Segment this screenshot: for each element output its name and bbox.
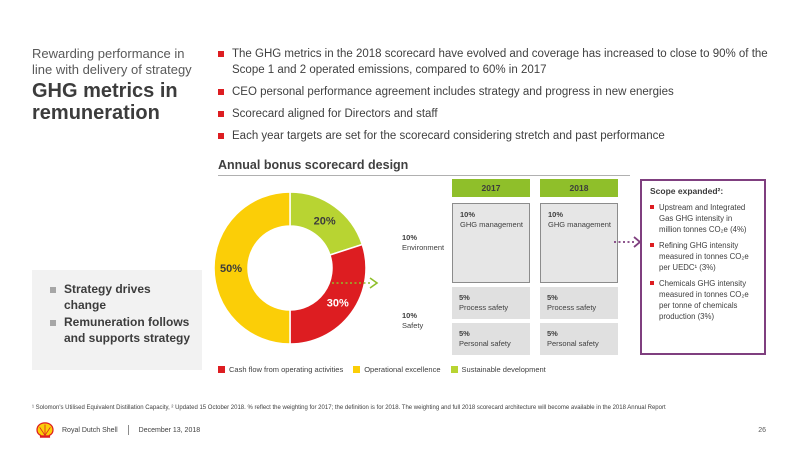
key-point-text: Scorecard aligned for Directors and staf… bbox=[232, 108, 438, 120]
key-points-list: The GHG metrics in the 2018 scorecard ha… bbox=[218, 46, 778, 150]
page-number: 26 bbox=[758, 426, 766, 434]
cell-2018-process-safety: 5% Process safety bbox=[540, 287, 618, 319]
cell-label: GHG management bbox=[548, 220, 611, 229]
slide-footer: Royal Dutch Shell December 13, 2018 26 bbox=[36, 420, 766, 440]
scope-item-text: Refining GHG intensity measured in tonne… bbox=[659, 241, 749, 272]
scope-item: Refining GHG intensity measured in tonne… bbox=[650, 240, 756, 273]
key-point: Scorecard aligned for Directors and staf… bbox=[218, 106, 778, 122]
legend-label: Operational excellence bbox=[364, 365, 441, 374]
dotted-arrow-icon bbox=[614, 236, 642, 248]
donut-slice-label: 30% bbox=[327, 298, 349, 310]
scope-item: Upstream and Integrated Gas GHG intensit… bbox=[650, 202, 756, 235]
bullet-square-icon bbox=[650, 205, 654, 209]
key-point-text: Each year targets are set for the scorec… bbox=[232, 130, 665, 142]
takeaway-text: Remuneration follows and supports strate… bbox=[64, 315, 191, 345]
cell-2017-personal-safety: 5% Personal safety bbox=[452, 323, 530, 355]
weight-pct: 10% bbox=[402, 233, 418, 242]
chart-legend: Cash flow from operating activities Oper… bbox=[218, 365, 546, 374]
bullet-square-icon bbox=[218, 89, 224, 95]
legend-swatch bbox=[353, 366, 361, 373]
legend-swatch bbox=[218, 366, 225, 373]
footer-company: Royal Dutch Shell bbox=[62, 426, 118, 434]
bullet-square-icon bbox=[218, 133, 224, 139]
key-point: Each year targets are set for the scorec… bbox=[218, 128, 778, 144]
bullet-square-icon bbox=[650, 243, 654, 247]
legend-item: Operational excellence bbox=[353, 365, 441, 374]
scope-list: Upstream and Integrated Gas GHG intensit… bbox=[650, 202, 756, 322]
key-point: The GHG metrics in the 2018 scorecard ha… bbox=[218, 46, 778, 78]
scope-title: Scope expanded²: bbox=[650, 186, 724, 196]
weight-label: Environment bbox=[402, 243, 445, 252]
scope-item: Chemicals GHG intensity measured in tonn… bbox=[650, 278, 756, 322]
bullet-square-icon bbox=[50, 287, 56, 293]
cell-label: Process safety bbox=[547, 303, 597, 312]
cell-2017-ghg: 10% GHG management bbox=[452, 203, 530, 283]
donut-slice-label: 20% bbox=[314, 215, 336, 227]
cell-pct: 5% bbox=[547, 329, 558, 338]
takeaway-item: Strategy drives change bbox=[50, 282, 194, 313]
cell-2017-process-safety: 5% Process safety bbox=[452, 287, 530, 319]
cell-pct: 5% bbox=[547, 293, 558, 302]
cell-pct: 5% bbox=[459, 329, 470, 338]
takeaway-box: Strategy drives change Remuneration foll… bbox=[32, 270, 202, 370]
legend-swatch bbox=[450, 366, 458, 373]
cell-2018-personal-safety: 5% Personal safety bbox=[540, 323, 618, 355]
takeaway-text: Strategy drives change bbox=[64, 282, 151, 312]
legend-label: Cash flow from operating activities bbox=[229, 365, 344, 374]
scorecard-donut-chart: 20% 30% 50% bbox=[213, 191, 367, 345]
footnote: ¹ Solomon's Utilised Equivalent Distilla… bbox=[32, 405, 666, 411]
key-point: CEO personal performance agreement inclu… bbox=[218, 84, 778, 100]
donut-slice bbox=[213, 191, 291, 345]
cell-label: Personal safety bbox=[459, 339, 511, 348]
cell-pct: 10% bbox=[548, 210, 564, 219]
cell-pct: 10% bbox=[460, 210, 476, 219]
donut-slice-label: 50% bbox=[220, 263, 242, 275]
slide-subtitle: Rewarding performance in line with deliv… bbox=[32, 46, 192, 77]
cell-label: GHG management bbox=[460, 220, 523, 229]
takeaway-item: Remuneration follows and supports strate… bbox=[50, 315, 194, 346]
legend-item: Sustainable development bbox=[450, 365, 546, 374]
bullet-square-icon bbox=[218, 51, 224, 57]
slide-title: GHG metrics in remuneration bbox=[32, 80, 178, 124]
weight-pct: 10% bbox=[402, 311, 418, 320]
key-point-text: The GHG metrics in the 2018 scorecard ha… bbox=[232, 48, 768, 76]
title-block: Rewarding performance in line with deliv… bbox=[32, 46, 202, 124]
weight-environment: 10% Environment bbox=[402, 233, 444, 253]
bullet-square-icon bbox=[50, 320, 56, 326]
column-header-2018: 2018 bbox=[540, 179, 618, 197]
bullet-square-icon bbox=[218, 111, 224, 117]
cell-label: Process safety bbox=[459, 303, 509, 312]
shell-logo-icon bbox=[36, 422, 54, 438]
donut-slice bbox=[289, 243, 367, 345]
weight-safety: 10% Safety bbox=[402, 311, 423, 331]
section-divider bbox=[218, 175, 630, 176]
weight-label: Safety bbox=[402, 321, 424, 330]
bullet-square-icon bbox=[650, 281, 654, 285]
cell-2018-ghg: 10% GHG management bbox=[540, 203, 618, 283]
footer-date: December 13, 2018 bbox=[138, 426, 201, 434]
dotted-arrow-icon bbox=[332, 277, 379, 289]
scope-expanded-box: Scope expanded²: Upstream and Integrated… bbox=[640, 179, 766, 355]
scope-item-text: Upstream and Integrated Gas GHG intensit… bbox=[659, 203, 747, 234]
legend-label: Sustainable development bbox=[461, 365, 546, 374]
column-header-2017: 2017 bbox=[452, 179, 530, 197]
key-point-text: CEO personal performance agreement inclu… bbox=[232, 86, 674, 98]
cell-label: Personal safety bbox=[547, 339, 599, 348]
legend-item: Cash flow from operating activities bbox=[218, 365, 343, 374]
section-title: Annual bonus scorecard design bbox=[218, 158, 409, 172]
cell-pct: 5% bbox=[459, 293, 470, 302]
scope-item-text: Chemicals GHG intensity measured in tonn… bbox=[659, 279, 749, 321]
footer-separator bbox=[127, 425, 129, 435]
